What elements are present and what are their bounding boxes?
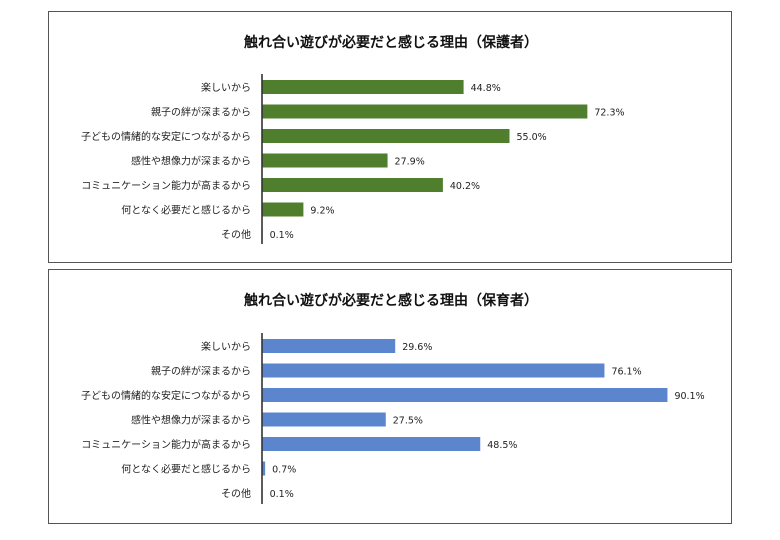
bar [262, 129, 510, 143]
data-label: 0.1% [270, 489, 294, 500]
data-label: 9.2% [310, 206, 334, 217]
bar [262, 437, 481, 451]
category-label: 親子の絆が深まるから [151, 106, 251, 119]
bar [262, 412, 386, 427]
data-label: 40.2% [450, 181, 480, 192]
data-label: 55.0% [517, 132, 547, 143]
chart-panel-caregivers: 触れ合い遊びが必要だと感じる理由（保育者） 楽しいから 29.6% 親子の絆が深まるか… [48, 269, 732, 524]
category-label: 何となく必要だと感じるから [121, 463, 251, 476]
category-label: 何となく必要だと感じるから [121, 204, 251, 217]
bar [262, 104, 588, 119]
bar [262, 461, 266, 476]
bar-chart-caregivers: 触れ合い遊びが必要だと感じる理由（保育者） 楽しいから 29.6% 親子の絆が深まるか… [81, 292, 705, 504]
bar [262, 339, 396, 353]
data-label: 29.6% [402, 342, 432, 353]
data-label: 44.8% [471, 83, 501, 94]
category-label: コミュニケーション能力が高まるから [81, 438, 251, 451]
category-label: その他 [221, 228, 251, 241]
chart-panel-guardians: 触れ合い遊びが必要だと感じる理由（保護者） 楽しいから 44.8% 親子の絆が深まるか… [48, 11, 732, 263]
category-label: その他 [221, 487, 251, 500]
bar-chart-guardians: 触れ合い遊びが必要だと感じる理由（保護者） 楽しいから 44.8% 親子の絆が深まるか… [81, 34, 625, 244]
category-label: 感性や想像力が深まるから [131, 155, 251, 168]
category-label: 楽しいから [201, 340, 251, 353]
bar [262, 202, 304, 217]
bar [262, 388, 668, 402]
data-label: 72.3% [594, 108, 624, 119]
data-label: 90.1% [674, 391, 704, 402]
category-label: 楽しいから [201, 81, 251, 94]
data-label: 0.1% [270, 230, 294, 241]
chart-title: 触れ合い遊びが必要だと感じる理由（保護者） [243, 34, 538, 51]
category-label: 感性や想像力が深まるから [131, 414, 251, 427]
data-label: 76.1% [611, 367, 641, 378]
category-label: 親子の絆が深まるから [151, 365, 251, 378]
data-label: 27.5% [393, 416, 423, 427]
bar [262, 153, 388, 168]
bar [262, 178, 443, 192]
bar [262, 363, 605, 378]
bar [262, 80, 464, 94]
category-label: コミュニケーション能力が高まるから [81, 179, 251, 192]
category-label: 子どもの情緒的な安定につながるから [81, 130, 251, 143]
data-label: 0.7% [272, 465, 296, 476]
data-label: 27.9% [395, 157, 425, 168]
category-label: 子どもの情緒的な安定につながるから [81, 389, 251, 402]
chart-title: 触れ合い遊びが必要だと感じる理由（保育者） [243, 292, 538, 309]
data-label: 48.5% [487, 440, 517, 451]
